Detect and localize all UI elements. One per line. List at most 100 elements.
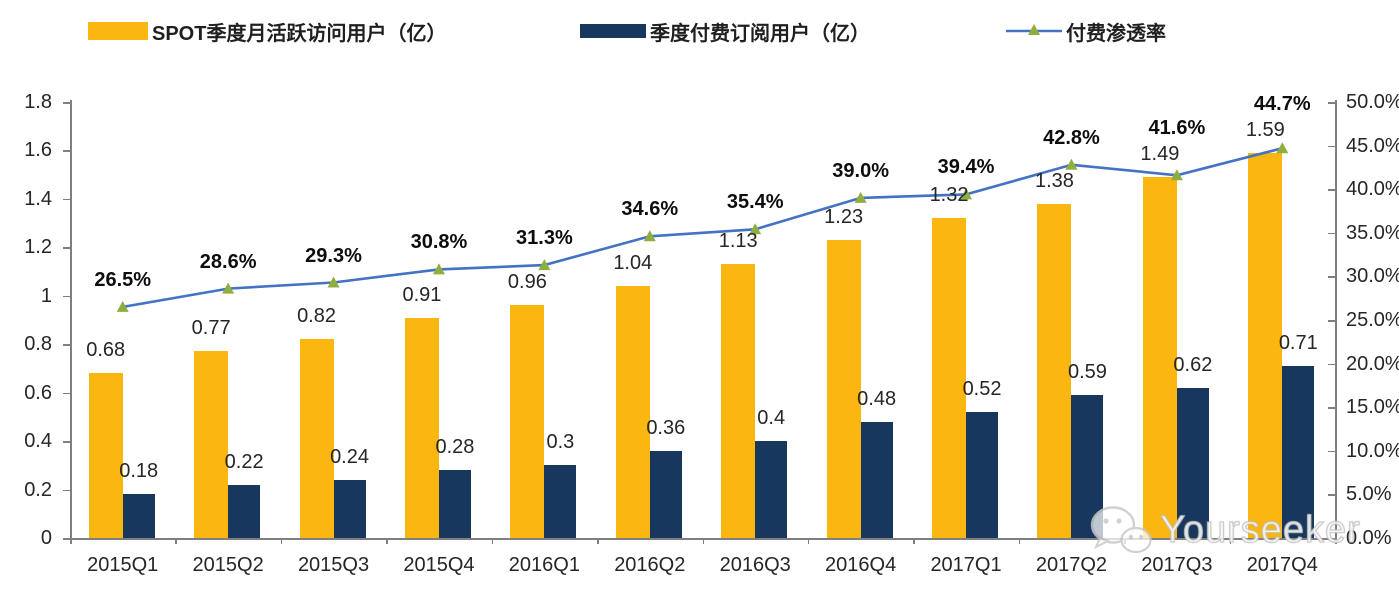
- triangle-marker-icon: [327, 276, 340, 288]
- x-axis-category-label: 2017Q2: [1035, 554, 1108, 576]
- x-axis-category-label: 2016Q4: [825, 554, 897, 576]
- triangle-marker-icon: [222, 282, 235, 294]
- x-axis-tick: [491, 538, 494, 544]
- bar-subscribers: [333, 479, 366, 538]
- right-axis-tick: [1328, 145, 1335, 148]
- left-axis-tick: [63, 441, 70, 443]
- left-axis-tick-label: 1: [40, 284, 52, 307]
- right-axis-line: [1335, 100, 1337, 538]
- bar-label-subscribers: 0.52: [962, 378, 1002, 401]
- bar-subscribers: [1176, 387, 1209, 538]
- right-axis-tick: [1328, 189, 1335, 191]
- bar-label-mau: 0.77: [191, 317, 231, 340]
- x-axis-category-label: 2015Q4: [403, 554, 475, 576]
- x-axis-category-label: 2017Q3: [1141, 554, 1213, 576]
- x-axis-tick: [1229, 538, 1232, 544]
- bar-mau: [615, 286, 650, 538]
- right-axis-tick: [1328, 276, 1335, 278]
- x-axis-tick: [1335, 538, 1337, 544]
- bar-label-subscribers: 0.36: [646, 416, 686, 439]
- x-axis-category-label: 2015Q3: [297, 554, 370, 576]
- penetration-rate-label: 31.3%: [516, 227, 573, 250]
- triangle-marker-icon: [116, 300, 129, 312]
- left-axis-line: [70, 100, 72, 538]
- watermark: Yourseeker: [1088, 503, 1361, 557]
- wechat-icon: [1090, 506, 1152, 554]
- bar-subscribers: [649, 450, 682, 538]
- left-axis-tick: [63, 538, 70, 540]
- triangle-marker-icon: [643, 230, 656, 242]
- legend-label-penetration: 付费渗透率: [1066, 22, 1166, 45]
- x-axis-tick: [280, 538, 283, 544]
- x-axis-tick: [913, 538, 915, 544]
- penetration-rate-label: 42.8%: [1043, 126, 1100, 149]
- penetration-rate-label: 41.6%: [1148, 117, 1206, 140]
- x-axis-tick: [807, 538, 810, 544]
- bar-label-subscribers: 0.28: [435, 436, 475, 459]
- bar-label-subscribers: 0.3: [546, 431, 575, 454]
- bar-label-mau: 1.13: [718, 230, 758, 253]
- right-axis-tick: [1328, 450, 1335, 453]
- bar-label-mau: 0.91: [402, 283, 442, 306]
- triangle-marker-icon: [1276, 142, 1289, 154]
- left-axis-tick: [63, 150, 70, 152]
- bar-label-subscribers: 0.59: [1067, 361, 1107, 384]
- left-axis-tick: [63, 344, 70, 346]
- bar-subscribers: [122, 494, 155, 538]
- bar-subscribers: [1282, 366, 1315, 538]
- bar-label-subscribers: 0.24: [330, 445, 369, 468]
- left-axis-tick-label: 1.8: [24, 91, 52, 113]
- triangle-marker-icon: [854, 191, 867, 203]
- penetration-rate-label: 30.8%: [410, 231, 468, 254]
- bar-label-mau: 0.96: [507, 271, 547, 294]
- bar-label-mau: 1.59: [1245, 118, 1285, 141]
- right-axis-tick-label: 45.0%: [1346, 134, 1399, 157]
- legend-item-penetration: 付费渗透率: [1006, 19, 1166, 45]
- line-marker-swatch-icon: [1006, 22, 1062, 40]
- right-axis-tick: [1328, 320, 1335, 322]
- right-axis-tick-label: 25.0%: [1346, 309, 1399, 331]
- x-axis-tick: [175, 538, 177, 544]
- right-axis-tick-label: 5.0%: [1346, 483, 1392, 506]
- left-axis-tick: [63, 247, 70, 249]
- bar-label-subscribers: 0.62: [1173, 353, 1213, 376]
- penetration-rate-label: 35.4%: [726, 191, 784, 214]
- right-axis-tick: [1328, 538, 1335, 540]
- bar-subscribers: [755, 441, 788, 538]
- left-axis-tick: [63, 392, 70, 395]
- right-axis-tick-label: 10.0%: [1346, 439, 1399, 462]
- bar-label-mau: 1.32: [929, 184, 969, 207]
- right-axis-tick-label: 35.0%: [1346, 221, 1399, 244]
- left-axis-tick-label: 0.2: [24, 478, 52, 501]
- penetration-rate-label: 26.5%: [94, 268, 152, 291]
- bar-mau: [194, 351, 229, 538]
- penetration-rate-label: 39.4%: [937, 156, 995, 179]
- triangle-marker-icon: [538, 259, 551, 271]
- watermark-text: Yourseeker: [1159, 508, 1361, 551]
- triangle-marker-icon: [432, 263, 445, 275]
- mau-bar-swatch-icon: [88, 22, 148, 40]
- bar-subscribers: [860, 421, 893, 538]
- left-axis-tick-label: 0.4: [24, 430, 52, 453]
- x-axis-category-label: 2015Q2: [192, 554, 264, 576]
- bar-mau: [404, 317, 439, 538]
- bar-label-subscribers: 0.48: [857, 387, 897, 410]
- right-axis-tick: [1328, 102, 1335, 104]
- legend-label-mau: SPOT季度月活跃访问用户（亿）: [152, 22, 447, 45]
- penetration-line: [122, 146, 1283, 309]
- left-axis-tick-label: 0: [40, 527, 52, 549]
- legend-label-subscribers: 季度付费订阅用户（亿）: [650, 22, 870, 45]
- bar-mau: [88, 373, 123, 538]
- bar-label-subscribers: 0.18: [119, 460, 159, 483]
- legend-item-mau: SPOT季度月活跃访问用户（亿）: [88, 19, 447, 45]
- penetration-rate-label: 39.0%: [832, 159, 889, 182]
- right-axis-tick-label: 50.0%: [1346, 91, 1399, 113]
- bar-subscribers: [966, 412, 999, 538]
- left-axis-tick: [63, 489, 70, 492]
- bar-label-subscribers: 0.4: [757, 407, 786, 430]
- bar-label-mau: 0.82: [297, 305, 336, 328]
- left-axis-tick-label: 0.8: [24, 333, 52, 356]
- bar-mau: [510, 305, 545, 538]
- penetration-rate-label: 29.3%: [305, 244, 362, 267]
- right-axis-tick-label: 40.0%: [1346, 178, 1399, 201]
